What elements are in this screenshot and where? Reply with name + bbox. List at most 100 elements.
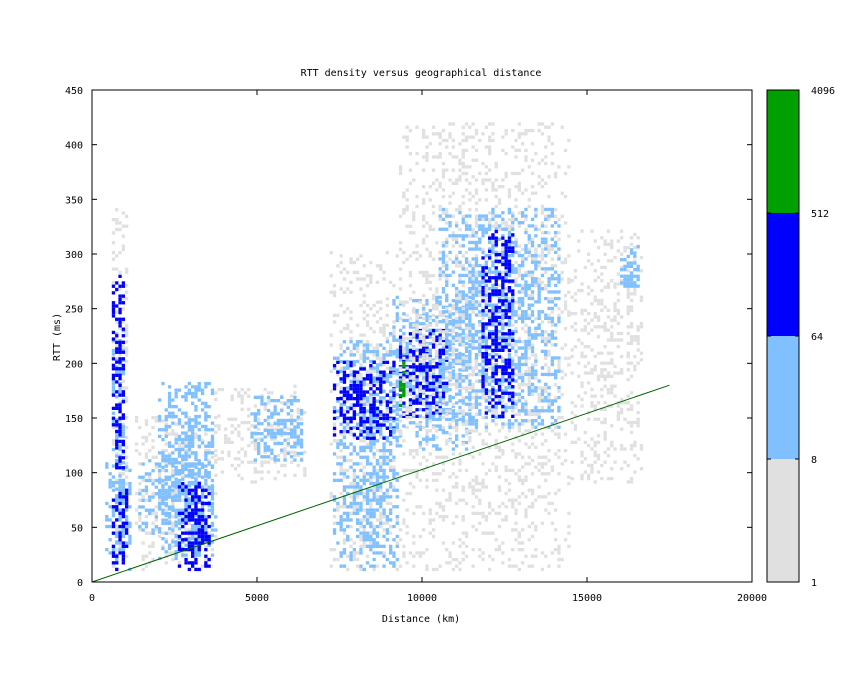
heatmap-cell bbox=[171, 501, 175, 506]
heatmap-cell bbox=[365, 455, 370, 459]
heatmap-cell bbox=[240, 394, 244, 398]
heatmap-cell bbox=[554, 214, 558, 218]
heatmap-cell bbox=[121, 297, 125, 301]
heatmap-cell bbox=[115, 332, 119, 336]
heatmap-cell bbox=[481, 557, 485, 562]
heatmap-cell bbox=[418, 300, 422, 304]
heatmap-cell bbox=[151, 455, 155, 459]
heatmap-cell bbox=[191, 385, 195, 389]
heatmap-cell bbox=[204, 414, 208, 419]
heatmap-cell bbox=[299, 428, 304, 432]
heatmap-cell bbox=[121, 327, 125, 331]
heatmap-cell bbox=[402, 379, 406, 383]
heatmap-cell bbox=[167, 414, 172, 419]
heatmap-cell bbox=[365, 445, 370, 449]
heatmap-cell bbox=[451, 155, 455, 159]
heatmap-cell bbox=[158, 428, 162, 432]
heatmap-cell bbox=[365, 399, 370, 403]
heatmap-cell bbox=[540, 208, 545, 212]
heatmap-cell bbox=[547, 366, 551, 370]
heatmap-cell bbox=[471, 175, 475, 179]
heatmap-cell bbox=[389, 422, 393, 426]
heatmap-cell bbox=[375, 462, 380, 466]
heatmap-cell bbox=[349, 317, 353, 321]
heatmap-cell bbox=[455, 376, 459, 380]
heatmap-cell bbox=[115, 508, 119, 512]
heatmap-cell bbox=[151, 508, 155, 512]
heatmap-cell bbox=[422, 322, 426, 326]
heatmap-cell bbox=[398, 444, 403, 448]
heatmap-cell bbox=[382, 468, 386, 473]
heatmap-cell bbox=[524, 406, 528, 410]
heatmap-cell bbox=[187, 469, 191, 473]
heatmap-cell bbox=[547, 369, 551, 374]
heatmap-cell bbox=[435, 444, 439, 448]
heatmap-cell bbox=[148, 561, 152, 565]
heatmap-cell bbox=[379, 390, 383, 394]
heatmap-cell bbox=[118, 482, 122, 486]
heatmap-cell bbox=[197, 515, 201, 519]
heatmap-cell bbox=[379, 412, 383, 416]
heatmap-cell bbox=[167, 543, 172, 547]
heatmap-cell bbox=[402, 468, 406, 473]
heatmap-cell bbox=[422, 310, 426, 314]
heatmap-cell bbox=[138, 452, 142, 456]
heatmap-cell bbox=[468, 338, 472, 342]
heatmap-cell bbox=[369, 538, 373, 542]
heatmap-cell bbox=[408, 409, 413, 413]
heatmap-cell bbox=[266, 422, 271, 426]
heatmap-cell bbox=[530, 505, 535, 509]
heatmap-cell bbox=[121, 400, 125, 404]
heatmap-cell bbox=[557, 237, 561, 242]
heatmap-cell bbox=[517, 148, 521, 152]
heatmap-cell bbox=[352, 498, 356, 502]
heatmap-cell bbox=[408, 128, 413, 133]
heatmap-cell bbox=[369, 369, 373, 374]
heatmap-cell bbox=[339, 397, 343, 401]
heatmap-cell bbox=[167, 411, 172, 415]
heatmap-cell bbox=[415, 408, 419, 412]
heatmap-cell bbox=[375, 439, 380, 443]
heatmap-cell bbox=[468, 274, 472, 278]
heatmap-cell bbox=[171, 505, 175, 509]
heatmap-cell bbox=[478, 293, 482, 298]
heatmap-cell bbox=[438, 214, 442, 218]
heatmap-cell bbox=[501, 185, 505, 189]
heatmap-cell bbox=[392, 390, 396, 394]
heatmap-cell bbox=[134, 419, 139, 423]
heatmap-cell bbox=[435, 350, 439, 354]
heatmap-cell bbox=[352, 346, 356, 350]
heatmap-cell bbox=[405, 425, 409, 430]
heatmap-cell bbox=[121, 247, 125, 251]
heatmap-cell bbox=[230, 417, 234, 421]
heatmap-cell bbox=[352, 397, 356, 401]
heatmap-cell bbox=[458, 411, 462, 415]
heatmap-cell bbox=[517, 303, 521, 308]
heatmap-cell bbox=[181, 477, 185, 481]
heatmap-cell bbox=[382, 333, 386, 337]
heatmap-cell bbox=[115, 500, 119, 504]
heatmap-cell bbox=[184, 485, 188, 489]
heatmap-cell bbox=[365, 518, 370, 522]
heatmap-cell bbox=[375, 420, 380, 424]
heatmap-cell bbox=[530, 293, 535, 298]
heatmap-cell bbox=[375, 353, 380, 357]
heatmap-cell bbox=[405, 300, 409, 304]
heatmap-cell bbox=[134, 521, 139, 525]
heatmap-cell bbox=[362, 528, 366, 532]
heatmap-cell bbox=[412, 356, 416, 360]
heatmap-cell bbox=[527, 488, 531, 492]
heatmap-cell bbox=[362, 367, 366, 371]
heatmap-cell bbox=[458, 498, 462, 502]
heatmap-cell bbox=[194, 498, 198, 502]
heatmap-cell bbox=[468, 485, 472, 489]
heatmap-cell bbox=[191, 441, 195, 445]
heatmap-cell bbox=[504, 518, 508, 522]
heatmap-cell bbox=[161, 468, 165, 473]
heatmap-cell bbox=[352, 343, 356, 347]
heatmap-cell bbox=[471, 158, 475, 162]
heatmap-cell bbox=[174, 422, 178, 426]
heatmap-cell bbox=[488, 399, 492, 403]
heatmap-cell bbox=[336, 399, 340, 403]
heatmap-cell bbox=[118, 324, 122, 328]
